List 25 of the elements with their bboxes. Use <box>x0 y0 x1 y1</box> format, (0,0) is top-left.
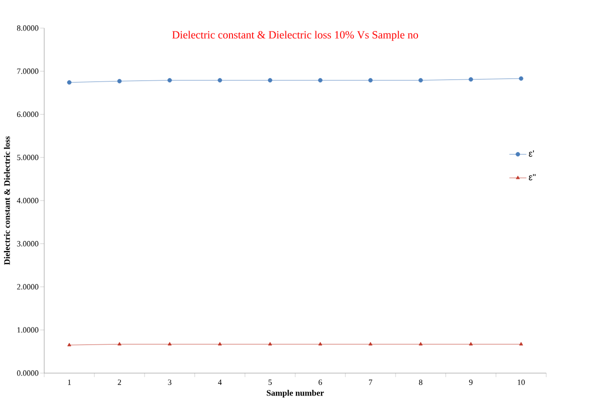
point <box>518 76 524 81</box>
x-axis-title: Sample number <box>266 390 324 398</box>
point <box>268 78 272 82</box>
point <box>519 342 524 346</box>
point <box>218 78 222 82</box>
point <box>118 342 122 346</box>
point <box>67 80 72 85</box>
point <box>318 78 322 82</box>
chart-title: Dielectric constant & Dielectric loss 10% Vs Sample no <box>172 30 418 41</box>
point <box>368 342 372 346</box>
point <box>268 342 272 346</box>
point <box>117 78 122 84</box>
point <box>418 342 423 346</box>
legend-label: ε'' <box>528 174 536 180</box>
point <box>368 78 373 82</box>
y-axis-title: Dielectric constant & Dielectric loss <box>4 136 10 265</box>
point <box>468 77 474 82</box>
legend-label: ε' <box>528 150 534 157</box>
point <box>318 342 322 346</box>
point <box>168 342 172 346</box>
point <box>418 78 423 82</box>
point <box>167 78 172 82</box>
point <box>468 342 473 346</box>
point <box>67 342 72 346</box>
point <box>218 342 222 346</box>
